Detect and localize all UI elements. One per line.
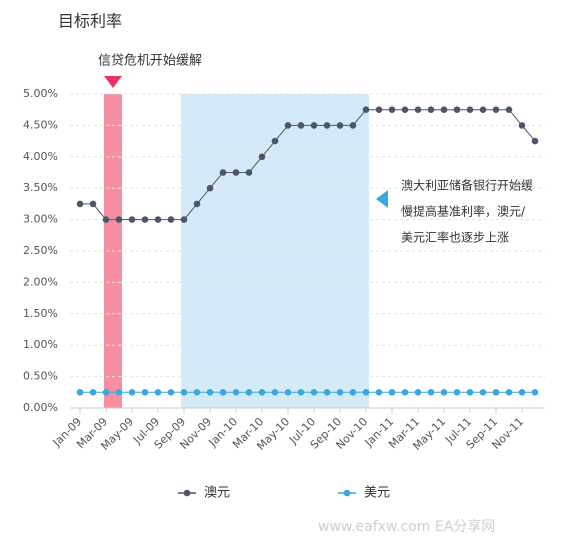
y-tick-label: 1.00% (23, 338, 58, 351)
point (492, 389, 500, 396)
point (297, 389, 305, 396)
point (349, 122, 357, 129)
point (271, 389, 279, 396)
point (414, 389, 422, 396)
legend-label: 美元 (364, 486, 390, 501)
point (518, 122, 526, 129)
y-tick-label: 5.00% (23, 87, 58, 100)
point (115, 216, 123, 223)
point (193, 389, 201, 396)
point (193, 200, 201, 208)
point (154, 389, 162, 396)
point (427, 389, 435, 396)
point (232, 169, 240, 176)
point (401, 106, 409, 113)
point (102, 389, 110, 396)
point (89, 200, 97, 208)
crisis-label: 信贷危机开始缓解 (98, 54, 202, 69)
point (297, 122, 305, 129)
point (245, 389, 253, 396)
rba-marker (376, 190, 388, 208)
legend-label: 澳元 (204, 485, 230, 501)
y-tick-label: 2.50% (23, 244, 58, 257)
point (258, 389, 266, 396)
y-tick-label: 2.00% (23, 275, 58, 288)
y-tick-label: 3.00% (23, 213, 58, 226)
point (440, 106, 448, 113)
point (427, 106, 435, 113)
point (232, 389, 240, 396)
point (505, 389, 513, 396)
point (167, 389, 175, 396)
point (206, 184, 214, 192)
point (219, 169, 227, 176)
point (167, 216, 175, 223)
point (141, 389, 149, 396)
point (453, 106, 461, 113)
crisis-marker (104, 76, 122, 88)
point (89, 389, 97, 396)
point (323, 122, 331, 129)
point (323, 389, 331, 396)
point (375, 106, 383, 113)
point (102, 216, 110, 223)
y-tick-label: 0.00% (23, 401, 58, 414)
point (466, 106, 474, 113)
point (505, 106, 513, 113)
point (206, 389, 214, 396)
point (440, 389, 448, 396)
point (141, 216, 149, 223)
point (349, 389, 357, 396)
y-tick-label: 0.50% (23, 370, 58, 383)
point (219, 389, 227, 396)
point (310, 389, 318, 396)
point (466, 389, 474, 396)
rba-label: 慢提高基准利率，澳元/ (401, 204, 526, 219)
point (271, 137, 279, 145)
point (531, 137, 539, 145)
y-tick-label: 3.50% (23, 181, 58, 194)
point (479, 106, 487, 113)
point (388, 106, 396, 113)
point (336, 122, 344, 129)
point (492, 106, 500, 113)
point (362, 389, 370, 396)
legend-marker (343, 489, 351, 497)
y-tick-label: 4.00% (23, 150, 58, 163)
y-tick-label: 4.50% (23, 118, 58, 131)
point (388, 389, 396, 396)
point (453, 389, 461, 396)
point (531, 389, 539, 396)
point (375, 389, 383, 396)
point (180, 216, 188, 223)
legend-marker (183, 489, 191, 497)
point (154, 216, 162, 223)
point (115, 389, 123, 396)
point (362, 106, 370, 113)
y-tick-label: 1.50% (23, 307, 58, 320)
point (414, 106, 422, 113)
point (76, 389, 84, 396)
point (518, 389, 526, 396)
rba-label: 澳大利亚储备银行开始缓 (401, 178, 533, 193)
watermark: www.eafxw.com EA分享网 (318, 518, 495, 535)
point (401, 389, 409, 396)
point (284, 122, 292, 129)
point (128, 216, 136, 223)
point (76, 200, 84, 208)
point (310, 122, 318, 129)
point (128, 389, 136, 396)
chart-title: 目标利率 (58, 12, 122, 31)
rba-label: 美元汇率也逐步上涨 (401, 230, 509, 245)
point (258, 153, 266, 161)
point (336, 389, 344, 396)
point (284, 389, 292, 396)
point (245, 169, 253, 176)
point (479, 389, 487, 396)
point (180, 389, 188, 396)
